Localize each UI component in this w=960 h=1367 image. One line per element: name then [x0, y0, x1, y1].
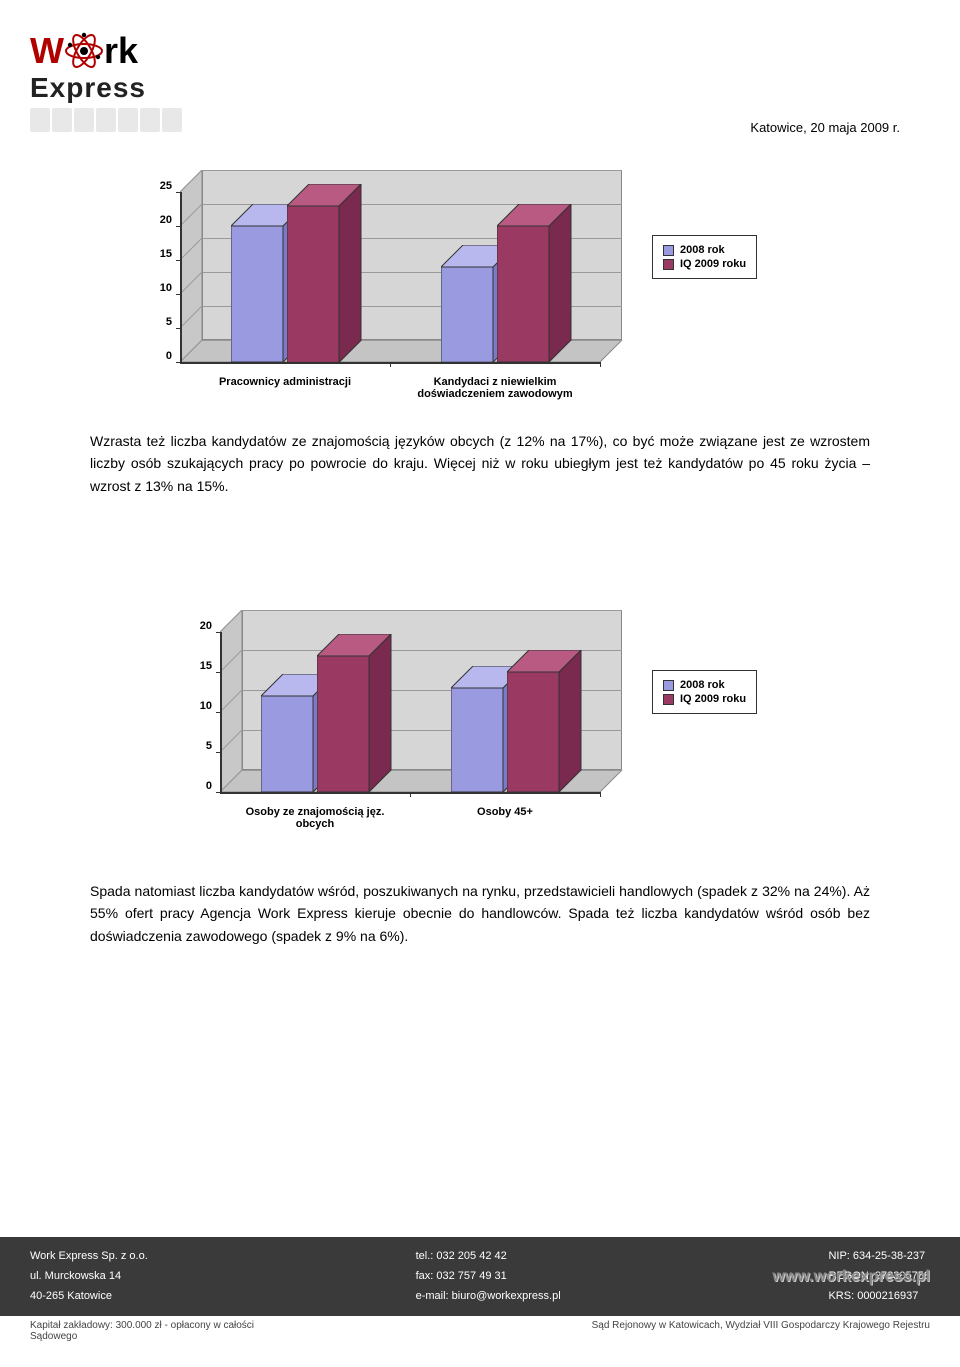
y-tick-label: 5: [180, 740, 212, 752]
logo-shadow: [30, 108, 250, 132]
footer-company-addr2: 40-265 Katowice: [30, 1287, 148, 1307]
atom-icon: [64, 31, 104, 71]
legend-label: 2008 rok: [680, 244, 725, 256]
footer-bar: Work Express Sp. z o.o. ul. Murckowska 1…: [0, 1237, 960, 1316]
legend-label: IQ 2009 roku: [680, 693, 746, 705]
legend-item: 2008 rok: [663, 679, 746, 691]
logo: W rk Express: [30, 30, 250, 110]
x-category-label: Kandydaci z niewielkim doświadczeniem za…: [415, 376, 575, 400]
legend-item: IQ 2009 roku: [663, 258, 746, 270]
footer-subline: Kapitał zakładowy: 300.000 zł - opłacony…: [0, 1316, 960, 1346]
paragraph-2: Spada natomiast liczba kandydatów wśród,…: [90, 880, 870, 947]
chart-admin-candidates: 0 5 10 15 20 25 Pracownicy administracji Kandyd…: [140, 160, 820, 400]
chart-bar: [497, 204, 573, 364]
legend-item: IQ 2009 roku: [663, 693, 746, 705]
x-category-label: Pracownicy administracji: [205, 376, 365, 388]
x-category-label: Osoby 45+: [425, 806, 585, 818]
legend-item: 2008 rok: [663, 244, 746, 256]
footer-fax: fax: 032 757 49 31: [416, 1267, 561, 1287]
footer-col-contact: tel.: 032 205 42 42 fax: 032 757 49 31 e…: [416, 1247, 561, 1306]
footer-nip: NIP: 634-25-38-237: [828, 1247, 930, 1267]
chart-legend: 2008 rok IQ 2009 roku: [652, 235, 757, 279]
y-tick-label: 5: [140, 316, 172, 328]
footer-sub-right: Sąd Rejonowy w Katowicach, Wydział VIII …: [592, 1320, 930, 1342]
page-footer: Work Express Sp. z o.o. ul. Murckowska 1…: [0, 1237, 960, 1367]
y-tick-label: 10: [180, 700, 212, 712]
logo-word2: Express: [30, 72, 250, 104]
legend-label: 2008 rok: [680, 679, 725, 691]
footer-krs: KRS: 0000216937: [828, 1287, 930, 1307]
legend-swatch: [663, 245, 674, 256]
chart-legend: 2008 rok IQ 2009 roku: [652, 670, 757, 714]
legend-swatch: [663, 694, 674, 705]
legend-label: IQ 2009 roku: [680, 258, 746, 270]
legend-swatch: [663, 259, 674, 270]
y-tick-label: 0: [180, 780, 212, 792]
logo-letter-w: W: [30, 30, 64, 72]
y-tick-label: 20: [140, 214, 172, 226]
y-tick-label: 10: [140, 282, 172, 294]
footer-sub-left: Kapitał zakładowy: 300.000 zł - opłacony…: [30, 1320, 254, 1342]
logo-word1: W rk: [30, 30, 250, 72]
x-category-label: Osoby ze znajomością jęz. obcych: [235, 806, 395, 830]
chart-bar: [287, 184, 363, 364]
footer-company-addr1: ul. Murckowska 14: [30, 1267, 148, 1287]
y-tick-label: 0: [140, 350, 172, 362]
y-tick-label: 15: [140, 248, 172, 260]
footer-col-company: Work Express Sp. z o.o. ul. Murckowska 1…: [30, 1247, 148, 1306]
paragraph-1: Wzrasta też liczba kandydatów ze znajomo…: [90, 430, 870, 497]
y-tick-label: 25: [140, 180, 172, 192]
chart-bar: [507, 650, 583, 794]
footer-email: e-mail: biuro@workexpress.pl: [416, 1287, 561, 1307]
footer-tel: tel.: 032 205 42 42: [416, 1247, 561, 1267]
footer-company-name: Work Express Sp. z o.o.: [30, 1247, 148, 1267]
y-tick-label: 20: [180, 620, 212, 632]
chart-bar: [317, 634, 393, 794]
footer-url: www.workexpress.pl: [772, 1268, 930, 1286]
logo-letters-rk: rk: [104, 30, 138, 72]
document-date: Katowice, 20 maja 2009 r.: [750, 120, 900, 135]
chart-languages-45plus: 0 5 10 15 20 Osoby ze znajomością jęz. obcych…: [180, 600, 820, 840]
legend-swatch: [663, 680, 674, 691]
y-tick-label: 15: [180, 660, 212, 672]
